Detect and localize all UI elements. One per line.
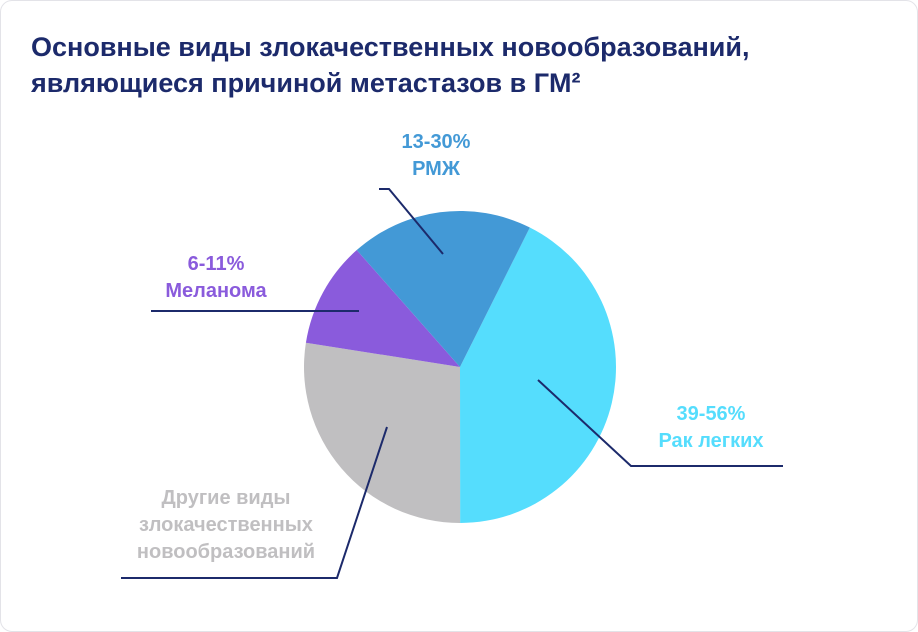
label-lung: 39-56% Рак легких — [631, 401, 791, 455]
leader-line-other — [121, 426, 388, 579]
label-melanoma-range: 6-11% — [187, 253, 245, 275]
pie-slice-other — [304, 342, 461, 523]
leader-line-breast — [379, 188, 444, 255]
pie-slice-breast — [356, 211, 530, 367]
label-other: Другие виды злокачественных новообразова… — [111, 485, 341, 566]
pie-slice-melanoma — [305, 250, 460, 367]
label-breast-range: 13-30% — [401, 131, 471, 153]
label-melanoma: 6-11% Меланома — [141, 251, 291, 305]
label-breast-name: РМЖ — [412, 158, 460, 180]
leader-line-lung — [537, 379, 783, 467]
title-line-2: являющиеся причиной метастазов в ГМ² — [31, 68, 581, 98]
label-other-line: Другие виды — [161, 487, 291, 509]
label-lung-range: 39-56% — [676, 403, 746, 425]
label-other-line: злокачественных — [139, 514, 313, 536]
label-lung-name: Рак легких — [658, 430, 764, 452]
label-other-line: новообразований — [136, 541, 316, 563]
title-line-1: Основные виды злокачественных новообразо… — [31, 32, 750, 62]
label-breast: 13-30% РМЖ — [381, 129, 491, 183]
chart-title: Основные виды злокачественных новообразо… — [31, 29, 749, 101]
pie-slice-lung — [460, 227, 616, 523]
label-melanoma-name: Меланома — [165, 280, 267, 302]
